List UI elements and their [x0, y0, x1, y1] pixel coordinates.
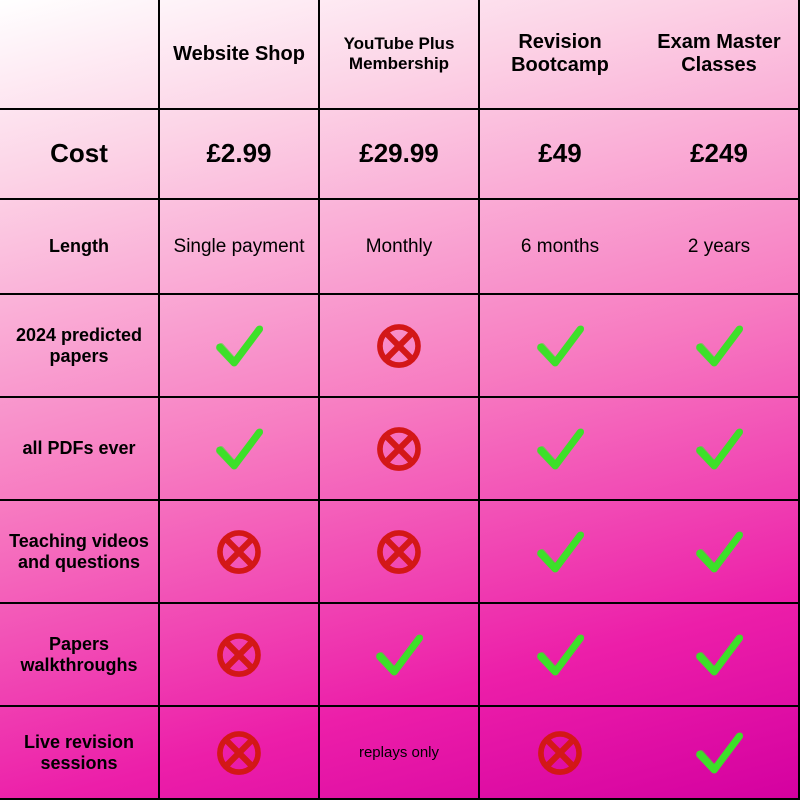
table-cell: £49	[480, 110, 640, 200]
column-header: YouTube Plus Membership	[320, 0, 480, 110]
table-cell	[160, 295, 320, 398]
row-label: Cost	[0, 110, 160, 200]
table-cell	[640, 707, 800, 800]
cross-icon	[211, 725, 267, 781]
table-cell	[480, 707, 640, 800]
table-cell: £29.99	[320, 110, 480, 200]
row-label: Teaching videos and questions	[0, 501, 160, 604]
cell-text: Single payment	[174, 236, 305, 258]
table-cell	[320, 604, 480, 707]
cell-text: 6 months	[521, 236, 599, 258]
cell-text: £29.99	[359, 139, 439, 169]
cross-icon	[371, 421, 427, 477]
table-cell	[480, 604, 640, 707]
table-cell	[480, 501, 640, 604]
check-icon	[369, 625, 429, 685]
column-header-text: Exam Master Classes	[648, 31, 790, 77]
check-icon	[689, 723, 749, 783]
column-header: Exam Master Classes	[640, 0, 800, 110]
table-cell	[320, 501, 480, 604]
row-label-text: Live revision sessions	[8, 732, 150, 773]
column-header-text: YouTube Plus Membership	[328, 34, 470, 73]
table-cell	[160, 604, 320, 707]
table-cell	[160, 398, 320, 501]
cell-text: £249	[690, 139, 748, 169]
cross-icon	[211, 627, 267, 683]
check-icon	[530, 522, 590, 582]
row-label: Live revision sessions	[0, 707, 160, 800]
table-cell: £249	[640, 110, 800, 200]
table-cell	[160, 501, 320, 604]
row-label: 2024 predicted papers	[0, 295, 160, 398]
check-icon	[530, 316, 590, 376]
check-icon	[530, 625, 590, 685]
check-icon	[689, 419, 749, 479]
row-label: Papers walkthroughs	[0, 604, 160, 707]
cross-icon	[371, 318, 427, 374]
table-cell: 2 years	[640, 200, 800, 295]
table-cell	[160, 707, 320, 800]
check-icon	[209, 316, 269, 376]
cross-icon	[532, 725, 588, 781]
column-header: Website Shop	[160, 0, 320, 110]
row-label-text: 2024 predicted papers	[8, 325, 150, 366]
table-cell: Monthly	[320, 200, 480, 295]
table-cell	[320, 295, 480, 398]
check-icon	[689, 316, 749, 376]
header-empty	[0, 0, 160, 110]
table-cell: £2.99	[160, 110, 320, 200]
column-header: Revision Bootcamp	[480, 0, 640, 110]
table-cell	[640, 398, 800, 501]
comparison-table: Website Shop YouTube Plus Membership Revis…	[0, 0, 800, 800]
table-cell	[320, 398, 480, 501]
table-cell	[480, 295, 640, 398]
check-icon	[689, 522, 749, 582]
row-label-text: all PDFs ever	[22, 438, 135, 459]
table-cell	[640, 295, 800, 398]
table-cell	[640, 604, 800, 707]
row-label-text: Teaching videos and questions	[8, 531, 150, 572]
cell-text: replays only	[359, 744, 439, 761]
row-label-text: Cost	[50, 139, 108, 169]
table-cell: Single payment	[160, 200, 320, 295]
row-label: all PDFs ever	[0, 398, 160, 501]
column-header-text: Website Shop	[173, 43, 305, 66]
table-cell: replays only	[320, 707, 480, 800]
cross-icon	[371, 524, 427, 580]
cell-text: £49	[538, 139, 581, 169]
row-label: Length	[0, 200, 160, 295]
column-header-text: Revision Bootcamp	[488, 31, 632, 77]
cell-text: 2 years	[688, 236, 750, 258]
check-icon	[209, 419, 269, 479]
row-label-text: Papers walkthroughs	[8, 634, 150, 675]
check-icon	[689, 625, 749, 685]
row-label-text: Length	[49, 236, 109, 257]
cross-icon	[211, 524, 267, 580]
table-cell: 6 months	[480, 200, 640, 295]
table-cell	[640, 501, 800, 604]
table-cell	[480, 398, 640, 501]
cell-text: £2.99	[206, 139, 271, 169]
cell-text: Monthly	[366, 236, 433, 258]
check-icon	[530, 419, 590, 479]
